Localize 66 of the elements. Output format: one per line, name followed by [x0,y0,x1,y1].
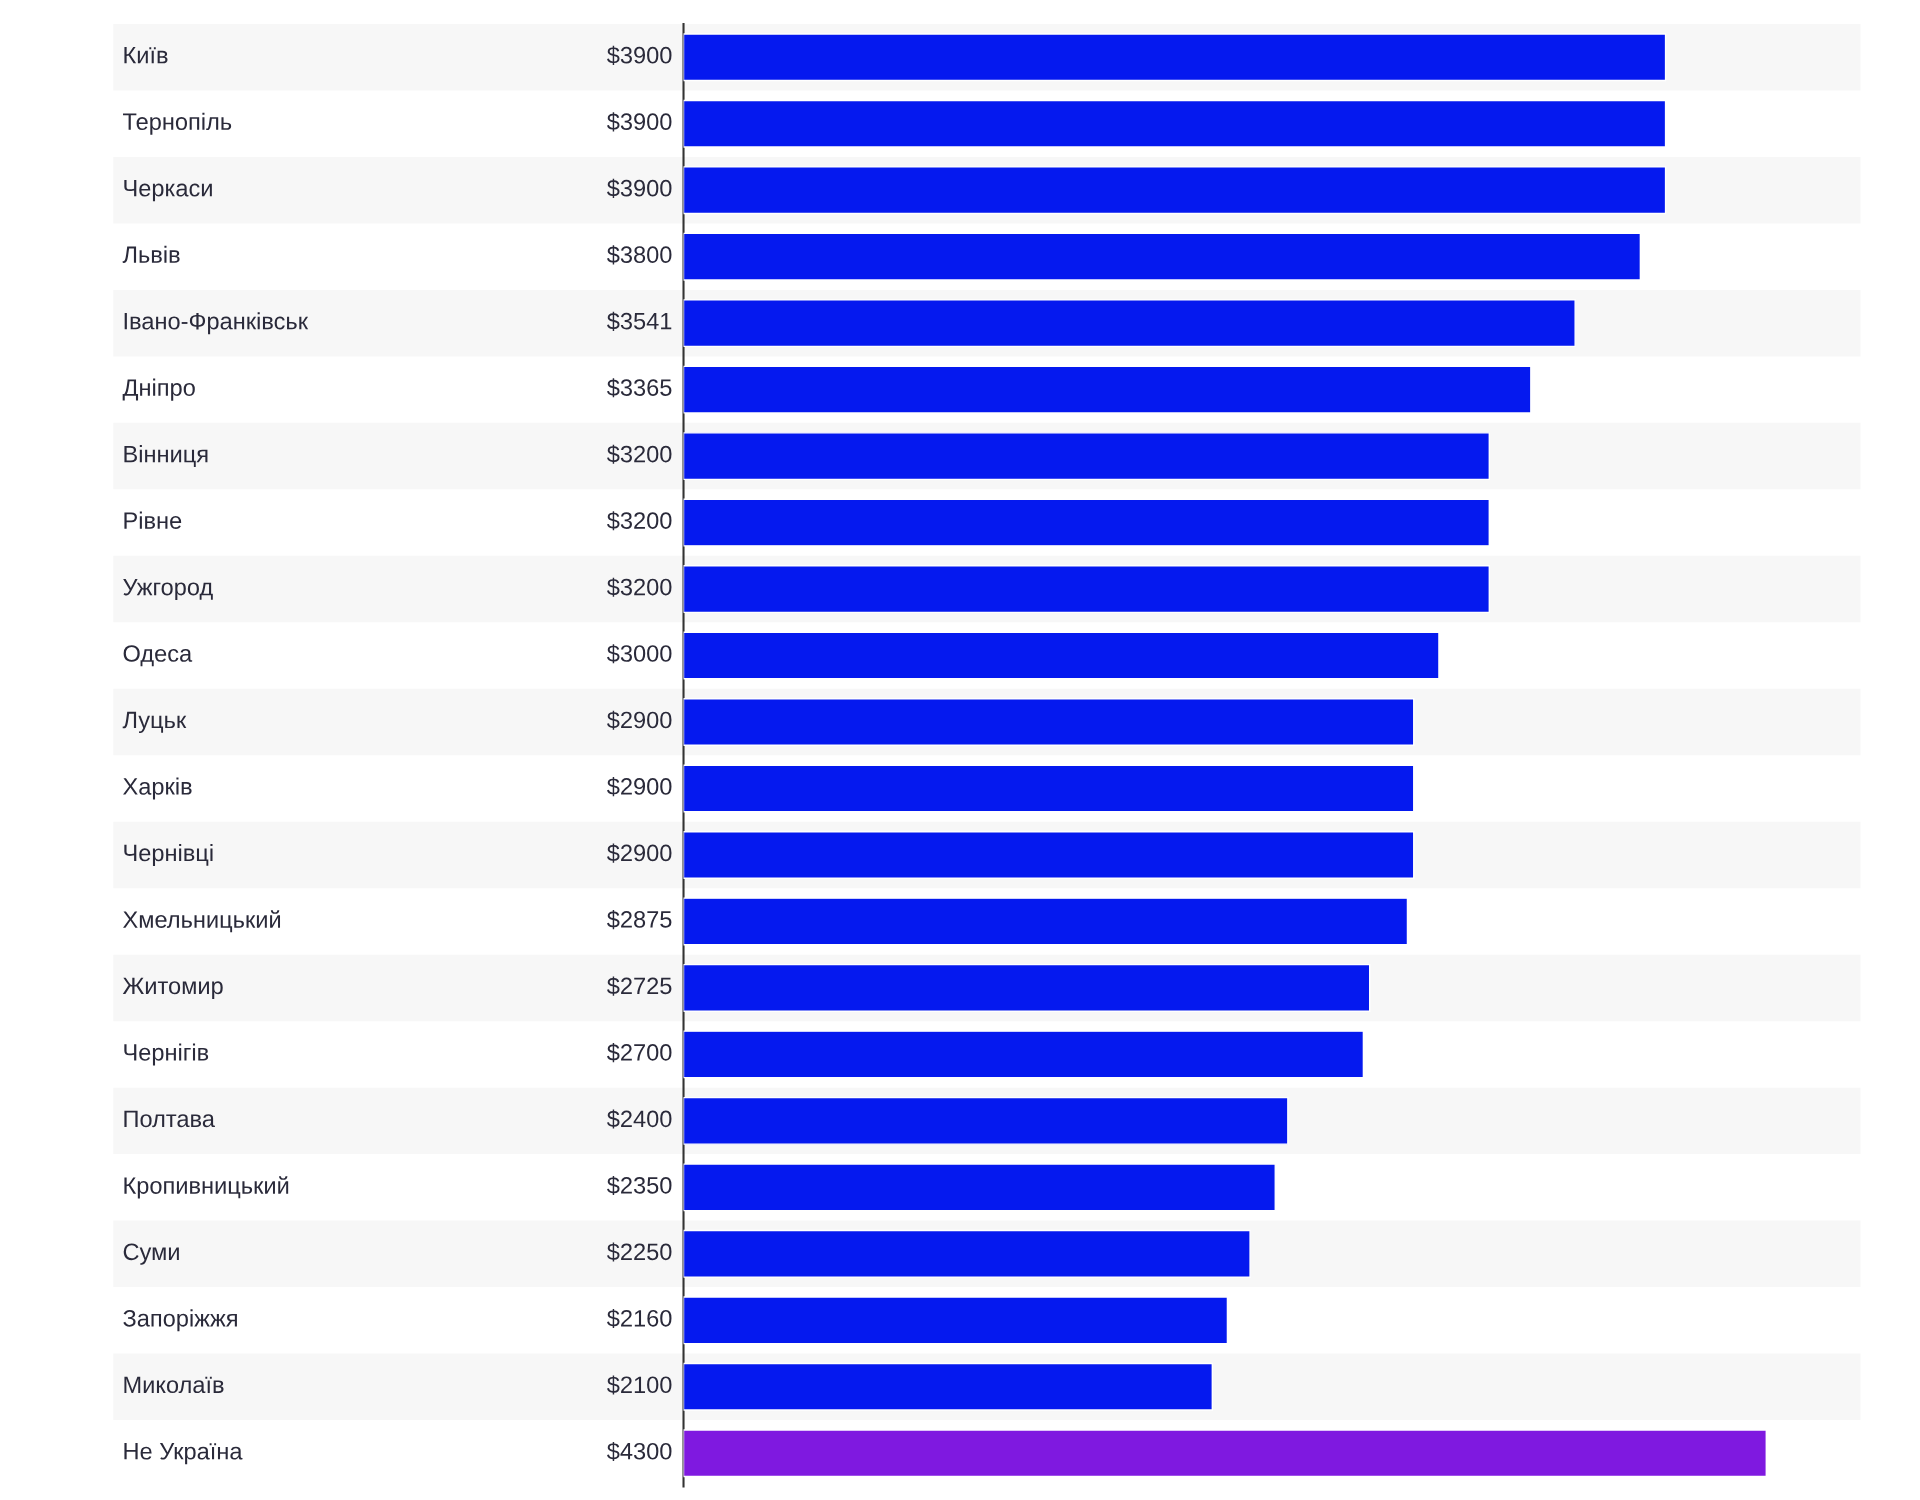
bar [683,232,1642,281]
bar [683,365,1532,414]
bar [683,565,1490,614]
y-tick-label: Ужгород [123,578,213,601]
bar [683,631,1440,680]
bar [683,1163,1276,1212]
y-tick-label: Суми [123,1243,179,1265]
bar [683,1229,1251,1278]
y-tick-label: Житомир [122,977,223,999]
bar [683,33,1667,82]
data-label: $2700 [607,1043,672,1063]
y-tick-label: Рівне [124,511,182,529]
y-tick-label: Тернопіль [123,112,232,135]
bar [683,299,1576,348]
y-tick-label: Львів [122,245,180,263]
bar [683,99,1667,148]
bar [683,897,1409,946]
bar [683,1296,1229,1345]
data-label: $2250 [607,1242,672,1262]
data-label: $3800 [607,245,672,265]
y-tick-label: Миколаїв [124,1376,224,1394]
data-label: $2160 [607,1308,672,1329]
y-tick-label: Полтава [124,1110,215,1128]
data-label: $3541 [607,311,672,331]
y-tick-label: Хмельницький [123,910,281,933]
y-tick-label: Чернігів [124,1043,209,1066]
bar [683,1362,1214,1411]
bar [683,166,1667,215]
data-label: $3900 [607,112,672,132]
data-label: $3200 [607,577,672,597]
data-label: $2900 [607,710,672,730]
bar [683,963,1371,1012]
bar [683,1096,1289,1145]
data-label: $2100 [607,1375,672,1395]
y-tick-label: Вінниця [124,445,208,467]
data-label: $4300 [607,1441,672,1462]
data-label: $2875 [607,910,672,930]
data-label: $2900 [607,843,672,863]
data-label: $3900 [607,178,672,198]
data-label: $3000 [607,644,672,664]
y-tick-label: Одеса [123,645,193,667]
y-tick-label: Не Україна [124,1443,243,1465]
data-label: $3200 [607,511,672,531]
data-label: $3200 [607,444,672,464]
bar [683,498,1490,547]
bar [683,831,1415,879]
y-tick-label: Київ [124,47,168,64]
bar [683,432,1490,481]
data-label: $2725 [607,976,672,996]
data-label: $3900 [607,45,672,65]
y-tick-label: Дніпро [122,378,195,401]
bar [683,698,1415,746]
data-label: $2350 [607,1175,672,1196]
y-tick-label: Харків [123,777,192,800]
y-tick-label: Луцьк [122,711,187,734]
data-label: $2900 [607,777,672,797]
y-tick-label: Чернівці [124,843,213,866]
bar [683,764,1415,813]
bar [683,1429,1767,1478]
y-tick-label: Черкаси [124,180,212,202]
y-tick-label: Запоріжжя [123,1309,237,1332]
bar [683,1030,1365,1079]
y-tick-label: Івано-Франківськ [124,312,309,335]
y-tick-label: Кропивницький [124,1176,289,1199]
data-label: $2400 [607,1109,672,1129]
data-label: $3365 [607,378,672,398]
